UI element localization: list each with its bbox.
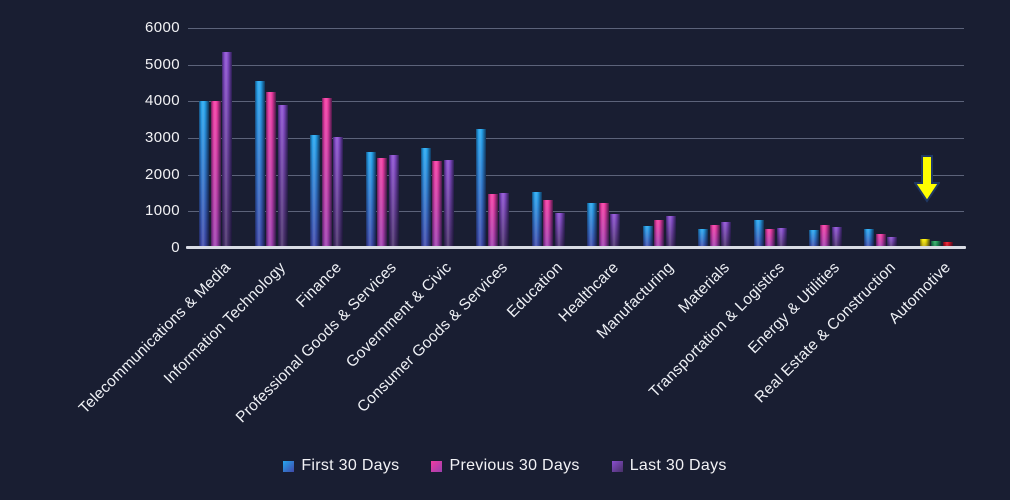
bar-first-30-days-energy-utilities	[808, 230, 819, 248]
bar-previous-30-days-automotive	[931, 241, 942, 248]
bar-first-30-days-telecommunications-media	[199, 101, 210, 248]
bar-first-30-days-healthcare	[587, 202, 598, 248]
bar-first-30-days-materials	[698, 228, 709, 248]
x-axis-label: Telecommunications & Media	[75, 259, 234, 418]
gridline-3000	[188, 138, 964, 139]
bar-last-30-days-professional-goods-services	[388, 154, 399, 248]
bar-previous-30-days-transportation-logistics	[765, 228, 775, 248]
bar-previous-30-days-finance	[321, 97, 332, 248]
legend-swatch-icon	[611, 460, 623, 472]
gridline-5000	[188, 64, 964, 66]
bar-last-30-days-materials	[721, 222, 732, 248]
bar-previous-30-days-information-technology	[266, 92, 277, 248]
bar-first-30-days-manufacturing	[642, 226, 653, 248]
bar-first-30-days-information-technology	[254, 81, 265, 248]
legend-item-first-30-days: First 30 Days	[283, 457, 399, 475]
bar-previous-30-days-real-estate-construction	[875, 234, 886, 248]
bar-first-30-days-consumer-goods-services	[476, 128, 487, 248]
legend-swatch-icon	[431, 460, 443, 472]
y-axis-tick-label: 4000	[145, 92, 180, 110]
gridline-6000	[188, 28, 964, 29]
bar-first-30-days-government-civic	[420, 148, 431, 248]
bar-last-30-days-government-civic	[443, 159, 454, 248]
bar-last-30-days-healthcare	[610, 213, 621, 248]
legend-label: Previous 30 Days	[449, 457, 580, 474]
bar-previous-30-days-energy-utilities	[820, 224, 831, 248]
bar-last-30-days-information-technology	[277, 105, 288, 248]
down-arrow-annotation	[914, 155, 941, 203]
bar-previous-30-days-professional-goods-services	[377, 158, 387, 248]
bar-previous-30-days-government-civic	[432, 161, 443, 248]
bar-first-30-days-education	[531, 191, 542, 248]
legend-label: First 30 Days	[301, 457, 400, 474]
y-axis-tick-label: 1000	[145, 202, 180, 220]
plot-area	[188, 28, 964, 248]
bar-last-30-days-real-estate-construction	[887, 237, 898, 248]
bar-previous-30-days-materials	[709, 225, 720, 248]
legend-swatch-icon	[283, 460, 295, 472]
bar-first-30-days-transportation-logistics	[753, 219, 764, 248]
bar-last-30-days-finance	[333, 137, 344, 248]
gridline-2000	[188, 174, 964, 176]
bar-last-30-days-education	[554, 213, 565, 248]
legend-item-previous-30-days: Previous 30 Days	[431, 457, 579, 475]
bar-previous-30-days-manufacturing	[654, 220, 665, 248]
bar-first-30-days-professional-goods-services	[365, 152, 376, 248]
bar-last-30-days-manufacturing	[665, 216, 676, 248]
gridline-1000	[188, 211, 964, 213]
y-axis-tick-label: 2000	[145, 165, 180, 183]
bar-previous-30-days-healthcare	[598, 202, 609, 248]
legend-label: Last 30 Days	[629, 457, 727, 474]
bar-last-30-days-transportation-logistics	[776, 227, 787, 248]
bar-last-30-days-automotive	[942, 242, 953, 248]
bar-previous-30-days-consumer-goods-services	[487, 193, 498, 248]
y-axis-tick-label: 5000	[145, 55, 180, 73]
x-axis-line	[186, 246, 966, 249]
bar-last-30-days-telecommunications-media	[222, 51, 233, 248]
bar-previous-30-days-telecommunications-media	[210, 101, 221, 248]
bar-last-30-days-energy-utilities	[831, 227, 842, 248]
y-axis-tick-label: 6000	[145, 19, 180, 36]
legend-item-last-30-days: Last 30 Days	[611, 457, 727, 475]
y-axis-tick-label: 3000	[145, 129, 180, 146]
bar-first-30-days-finance	[310, 135, 321, 248]
bar-last-30-days-consumer-goods-services	[499, 193, 510, 248]
gridline-4000	[188, 101, 964, 103]
legend: First 30 Days Previous 30 Days Last 30 Day…	[0, 452, 1010, 480]
bar-first-30-days-automotive	[919, 238, 930, 248]
bar-previous-30-days-education	[543, 200, 554, 248]
y-axis-tick-label: 0	[171, 239, 180, 256]
bar-first-30-days-real-estate-construction	[864, 228, 875, 248]
